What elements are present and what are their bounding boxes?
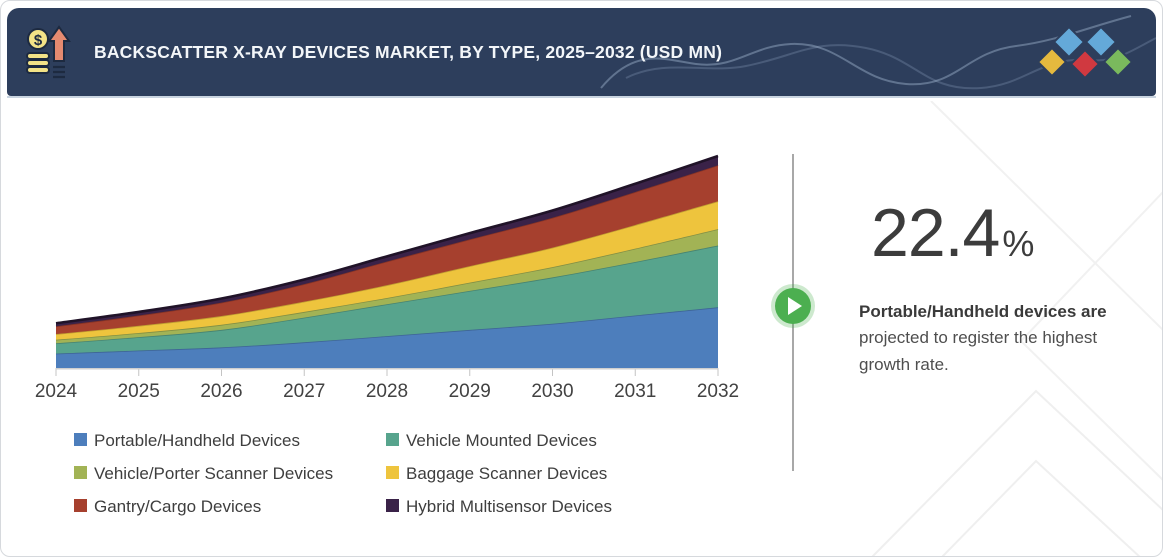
legend-label: Hybrid Multisensor Devices: [406, 497, 612, 516]
diamonds-logo: [1036, 25, 1134, 80]
legend-swatch: [386, 433, 399, 446]
growth-rate-stat: 22.4 %: [871, 199, 1034, 267]
legend-swatch: [74, 433, 87, 446]
legend-label: Vehicle/Porter Scanner Devices: [94, 464, 334, 483]
growth-rate-value: 22.4: [871, 195, 1000, 271]
legend-item-vehicle-porter-scanner: Vehicle/Porter Scanner Devices: [74, 464, 386, 484]
svg-text:2027: 2027: [283, 381, 325, 402]
chart-legend: Portable/Handheld Devices Vehicle Mounte…: [74, 431, 612, 517]
legend-item-vehicle-mounted: Vehicle Mounted Devices: [386, 431, 612, 451]
play-button[interactable]: [775, 288, 811, 324]
legend-label: Gantry/Cargo Devices: [94, 497, 262, 516]
header-bar: $ BACKSCATTER X-RAY DEVICES MARKET, BY T…: [7, 8, 1156, 96]
svg-text:2025: 2025: [118, 381, 160, 402]
header-underline: [7, 96, 1156, 98]
legend-swatch: [386, 466, 399, 479]
svg-text:2024: 2024: [35, 381, 78, 402]
legend-swatch: [74, 466, 87, 479]
legend-swatch: [386, 499, 399, 512]
legend-item-portable-handheld: Portable/Handheld Devices: [74, 431, 386, 451]
coins-growth-icon: $: [26, 25, 71, 79]
svg-text:2031: 2031: [614, 381, 656, 402]
stacked-area-chart: 2024 2025 2026 2027 2028 2029 2030 2031 2032: [35, 154, 739, 402]
insight-note: Portable/Handheld devices are projected …: [859, 299, 1134, 378]
play-icon: [788, 297, 802, 315]
growth-rate-unit: %: [1002, 223, 1035, 264]
legend-item-gantry-cargo: Gantry/Cargo Devices: [74, 497, 386, 517]
svg-text:2030: 2030: [531, 381, 573, 402]
legend-label: Vehicle Mounted Devices: [406, 431, 597, 450]
legend-item-baggage-scanner: Baggage Scanner Devices: [386, 464, 612, 484]
insight-note-bold: Portable/Handheld devices are: [859, 302, 1107, 321]
svg-text:$: $: [34, 32, 43, 49]
legend-swatch: [74, 499, 87, 512]
svg-text:2032: 2032: [697, 381, 739, 402]
svg-text:2028: 2028: [366, 381, 408, 402]
legend-label: Portable/Handheld Devices: [94, 431, 301, 450]
insight-note-rest: projected to register the highest growth…: [859, 328, 1098, 374]
legend-item-hybrid-multisensor: Hybrid Multisensor Devices: [386, 497, 612, 517]
legend-label: Baggage Scanner Devices: [406, 464, 608, 483]
page-title: BACKSCATTER X-RAY DEVICES MARKET, BY TYP…: [94, 41, 723, 62]
svg-text:2026: 2026: [200, 381, 242, 402]
svg-text:2029: 2029: [449, 381, 491, 402]
